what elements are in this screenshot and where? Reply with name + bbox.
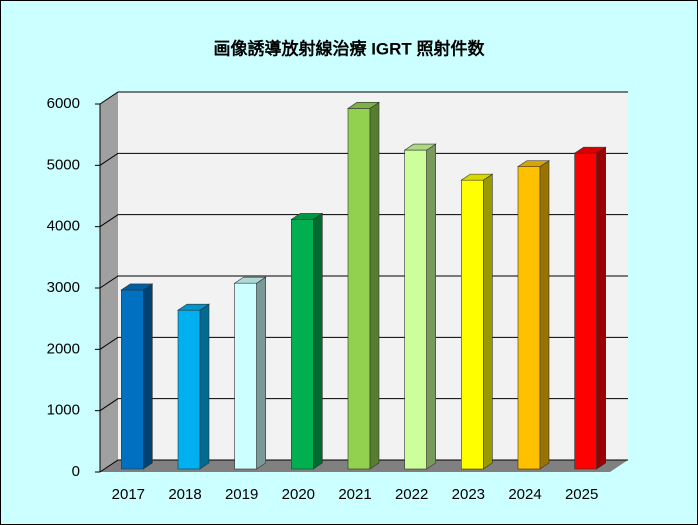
bar-front <box>517 166 541 470</box>
bar-side <box>483 173 493 470</box>
y-tick-label: 3000 <box>47 279 80 296</box>
bar-front <box>234 282 257 470</box>
x-tick-label: 2022 <box>395 486 428 503</box>
bar-side <box>199 303 210 470</box>
bar-side <box>313 212 323 470</box>
y-tick-label: 0 <box>72 463 80 480</box>
y-tick-label: 2000 <box>47 340 80 357</box>
x-tick-label: 2018 <box>168 486 201 503</box>
bar-top <box>517 160 550 167</box>
bar-top <box>403 143 437 151</box>
bar-top <box>573 146 607 154</box>
bar-front <box>404 149 427 470</box>
bar-side <box>143 283 153 470</box>
grid-line <box>99 459 628 473</box>
bar-top <box>460 173 494 181</box>
grid-line <box>99 91 628 105</box>
bar-side <box>256 276 266 470</box>
grid-line <box>99 275 628 289</box>
y-tick-label: 4000 <box>47 218 80 235</box>
bar-side <box>596 146 606 470</box>
bar-front <box>574 152 597 470</box>
x-tick-label: 2021 <box>338 486 371 503</box>
bar-front <box>461 179 484 470</box>
grid-line <box>99 152 628 166</box>
bar-side <box>539 160 550 470</box>
bar-top <box>120 283 154 291</box>
x-tick-label: 2024 <box>508 486 541 503</box>
bar-front <box>347 108 371 470</box>
y-tick-label: 6000 <box>47 95 80 112</box>
x-tick-label: 2023 <box>452 486 485 503</box>
grid-line <box>99 214 628 228</box>
x-tick-label: 2020 <box>282 486 315 503</box>
bar-front <box>291 219 314 470</box>
x-tick-label: 2025 <box>565 486 598 503</box>
bar-side <box>426 143 436 470</box>
x-tick-label: 2017 <box>112 486 145 503</box>
x-tick-label: 2019 <box>225 486 258 503</box>
bar-front <box>121 289 144 470</box>
chart-title: 画像誘導放射線治療 IGRT 照射件数 <box>213 38 485 58</box>
grid-line <box>99 336 628 350</box>
bar-side <box>369 101 380 470</box>
grid-line <box>99 398 628 412</box>
bar-top <box>177 303 210 311</box>
y-tick-label: 1000 <box>47 402 80 419</box>
bar-top <box>347 102 380 109</box>
bar-front <box>177 309 201 470</box>
bar-top <box>233 276 267 284</box>
bar-top <box>290 213 324 220</box>
y-tick-label: 5000 <box>47 156 80 173</box>
